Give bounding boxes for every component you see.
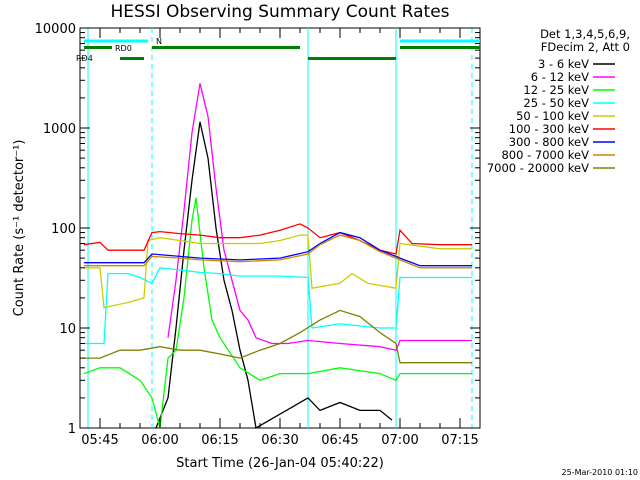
- legend-header-line-2: FDecim 2, Att 0: [541, 40, 630, 54]
- series-line-7: [84, 234, 472, 269]
- x-tick-label-3: 06:30: [261, 433, 298, 448]
- series-line-2: [83, 197, 472, 429]
- y-tick-label-3: 1000: [43, 122, 76, 137]
- series-line-1: [167, 83, 472, 351]
- flag-rd0-label: RD0: [115, 44, 132, 53]
- series-line-5: [83, 223, 472, 255]
- plot-frame: [79, 27, 481, 429]
- chart-title: HESSI Observing Summary Count Rates: [110, 2, 449, 22]
- legend-label-8: 7000 - 20000 keV: [487, 161, 589, 175]
- series-line-4: [84, 234, 472, 309]
- y-tick-label-1: 10: [59, 322, 76, 337]
- x-tick-label-6: 07:15: [441, 433, 478, 448]
- legend-label-7: 800 - 7000 keV: [501, 148, 589, 162]
- legend-label-0: 3 - 6 keV: [538, 57, 589, 71]
- legend-label-2: 12 - 25 keV: [523, 83, 589, 97]
- y-tick-label-2: 100: [51, 222, 76, 237]
- series-line-6: [84, 231, 472, 267]
- y-axis-label: Count Rate (s⁻¹ detector⁻¹): [12, 140, 27, 317]
- x-tick-label-4: 06:45: [321, 433, 358, 448]
- axes: 05:45 06:00 06:15 06:30 06:45 07:00 07:15 1 10 10…: [35, 22, 481, 448]
- series-line-3: [84, 267, 472, 345]
- legend-label-5: 100 - 300 keV: [509, 122, 589, 136]
- y-tick-label-0: 1: [68, 422, 76, 437]
- x-axis-label: Start Time (26-Jan-04 05:40:22): [176, 456, 384, 471]
- legend-label-1: 6 - 12 keV: [531, 70, 589, 84]
- legend-label-4: 50 - 100 keV: [516, 109, 589, 123]
- x-tick-label-5: 07:00: [381, 433, 418, 448]
- x-tick-label-2: 06:15: [201, 433, 238, 448]
- series-line-0: [155, 121, 393, 430]
- flag-n-label: N: [156, 37, 162, 46]
- legend: Det 1,3,4,5,6,9, FDecim 2, Att 0 3 - 6 k…: [487, 27, 630, 175]
- x-tick-label-1: 06:00: [141, 433, 178, 448]
- legend-header-line-1: Det 1,3,4,5,6,9,: [540, 27, 630, 41]
- legend-label-6: 300 - 800 keV: [509, 135, 589, 149]
- series-line-8: [84, 309, 472, 364]
- timestamp: 25-Mar-2010 01:10: [562, 468, 639, 477]
- x-tick-label-0: 05:45: [81, 433, 118, 448]
- legend-label-3: 25 - 50 keV: [523, 96, 589, 110]
- y-tick-label-4: 10000: [35, 22, 76, 37]
